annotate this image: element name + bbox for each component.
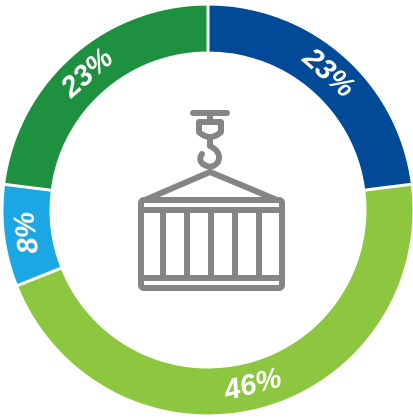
data-label: 8% [8, 210, 45, 256]
donut-segment [206, 2, 413, 192]
donut-segment [1, 2, 210, 192]
donut-segment [14, 182, 413, 418]
container-crane-icon [138, 110, 285, 291]
